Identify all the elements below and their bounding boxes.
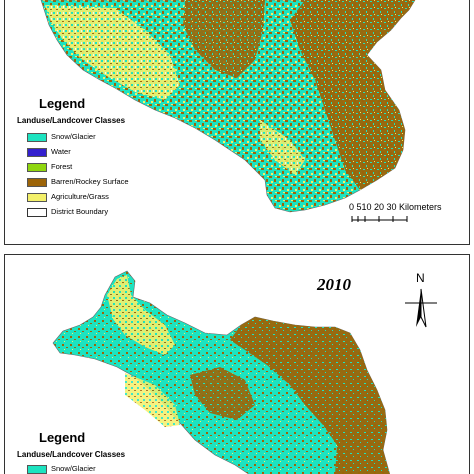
map-panel-top: Legend Landuse/Landcover Classes Snow/Gl… xyxy=(4,0,470,245)
map-year-label: 2010 xyxy=(317,275,351,294)
barren-zone-mid-top xyxy=(183,0,265,78)
legend-subtitle: Landuse/Landcover Classes xyxy=(17,450,126,459)
legend-label: Forest xyxy=(51,162,73,171)
barren-zone-top xyxy=(290,0,415,190)
swatch-snow-glacier xyxy=(27,133,47,142)
swatch-forest xyxy=(27,163,47,172)
legend-label: District Boundary xyxy=(51,207,109,216)
scale-bar-labels: 0 510 20 30 Kilometers xyxy=(349,202,442,212)
swatch-agriculture xyxy=(27,193,47,202)
legend-title: Legend xyxy=(39,430,86,445)
barren-zone-bottom xyxy=(230,317,390,474)
legend-subtitle: Landuse/Landcover Classes xyxy=(17,116,126,125)
north-arrow-label: N xyxy=(416,271,425,285)
legend-label: Snow/Glacier xyxy=(51,132,96,141)
lulc-map-bottom xyxy=(52,270,437,474)
legend-label: Agriculture/Grass xyxy=(51,192,109,201)
agriculture-ridge-top xyxy=(260,120,305,175)
swatch-barren xyxy=(27,178,47,187)
legend-label: Barren/Rockey Surface xyxy=(51,177,129,186)
swatch-water xyxy=(27,148,47,157)
map-panel-bottom: 2010 N Legend Landuse/Landcover Classes … xyxy=(4,254,470,474)
legend-label: Water xyxy=(51,147,71,156)
barren-patch-bottom xyxy=(190,367,255,420)
north-arrow-icon xyxy=(405,288,437,328)
agriculture-zone-bottom xyxy=(107,275,175,355)
legend-label: Snow/Glacier xyxy=(51,464,96,473)
agriculture-zone-top xyxy=(45,5,180,100)
legend-title: Legend xyxy=(39,96,86,111)
swatch-district-boundary xyxy=(27,208,47,217)
swatch-snow-glacier xyxy=(27,465,47,474)
agriculture-ridge-bottom xyxy=(125,373,180,427)
lulc-map-top xyxy=(40,0,416,213)
legend-top: Legend Landuse/Landcover Classes Snow/Gl… xyxy=(17,96,177,226)
legend-bottom: Legend Landuse/Landcover Classes Snow/Gl… xyxy=(17,430,177,474)
